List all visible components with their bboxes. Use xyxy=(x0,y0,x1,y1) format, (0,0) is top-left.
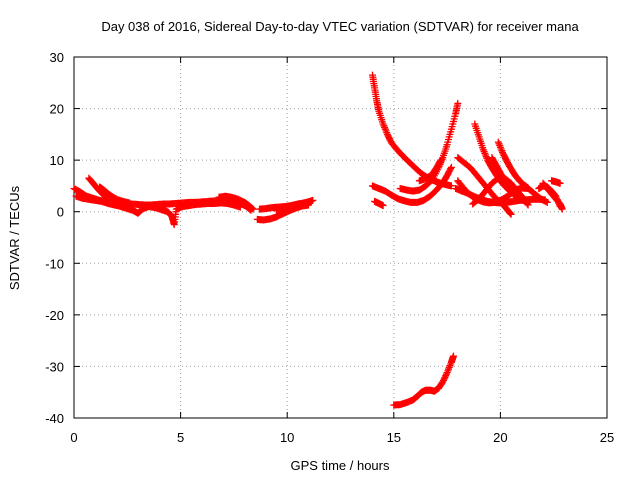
x-tick-label: 10 xyxy=(280,430,294,445)
x-tick-label: 15 xyxy=(387,430,401,445)
data-point xyxy=(440,376,447,384)
data-point xyxy=(447,182,455,190)
series-pass-late-d xyxy=(396,99,462,195)
chart-title: Day 038 of 2016, Sidereal Day-to-day VTE… xyxy=(101,19,579,34)
plot-frame xyxy=(73,56,608,419)
data-point xyxy=(309,196,317,204)
data-point xyxy=(125,199,133,207)
y-tick-label: 0 xyxy=(57,205,64,220)
x-axis-ticks: 0 5 10 15 20 25 xyxy=(70,57,614,445)
data-point xyxy=(236,203,244,211)
y-axis-label: SDTVAR / TECUs xyxy=(7,185,22,290)
data-point xyxy=(514,194,521,202)
x-tick-label: 20 xyxy=(493,430,507,445)
data-point xyxy=(379,202,387,209)
data-point xyxy=(386,135,393,143)
y-tick-label: -40 xyxy=(45,411,64,426)
data-point xyxy=(522,197,530,205)
y-tick-label: 20 xyxy=(50,102,64,117)
data-point xyxy=(441,373,449,381)
data-point xyxy=(500,151,508,159)
data-point xyxy=(513,193,521,201)
data-point xyxy=(442,370,450,378)
data-point xyxy=(437,156,445,164)
x-axis-label: GPS time / hours xyxy=(291,458,390,473)
data-point xyxy=(436,157,444,165)
data-points xyxy=(70,71,566,409)
plot-border xyxy=(73,56,608,419)
data-point xyxy=(507,210,515,218)
series-pass-late-k xyxy=(488,154,521,202)
y-tick-label: 10 xyxy=(50,153,64,168)
y-axis-ticks: -40 -30 -20 -10 0 10 20 30 xyxy=(45,50,607,426)
data-point xyxy=(524,184,532,192)
series-pass-late-b xyxy=(369,163,455,206)
data-point xyxy=(450,352,457,360)
series-pass-late-c xyxy=(371,197,387,209)
y-tick-label: -30 xyxy=(45,359,64,374)
data-point xyxy=(556,179,564,187)
series-pass-mid-c xyxy=(273,196,317,215)
data-point xyxy=(543,198,551,206)
data-point xyxy=(440,375,448,383)
x-tick-label: 5 xyxy=(177,430,184,445)
data-point xyxy=(439,378,447,386)
y-tick-label: -20 xyxy=(45,308,64,323)
series-pass-late-e xyxy=(415,156,445,185)
grid-lines xyxy=(74,57,607,418)
x-tick-label: 0 xyxy=(70,430,77,445)
data-point xyxy=(442,372,450,380)
series-pass-late-o xyxy=(548,177,564,187)
x-tick-label: 25 xyxy=(600,430,614,445)
series-pass-late-n xyxy=(539,179,566,213)
data-point xyxy=(524,201,532,209)
series-pass-early-d xyxy=(96,183,133,207)
series-pass-early-e xyxy=(215,192,257,213)
data-point xyxy=(454,99,462,107)
data-point xyxy=(506,209,514,217)
series-pass-late-a xyxy=(369,71,455,190)
data-point xyxy=(249,205,257,213)
y-tick-label: 30 xyxy=(50,50,64,65)
data-point xyxy=(558,205,566,213)
series-pass-late-j xyxy=(454,154,515,218)
data-point xyxy=(447,163,455,171)
series-pass-late-l xyxy=(494,138,532,192)
data-point xyxy=(447,165,455,173)
series-pass-low xyxy=(390,352,457,409)
y-tick-label: -10 xyxy=(45,256,64,271)
